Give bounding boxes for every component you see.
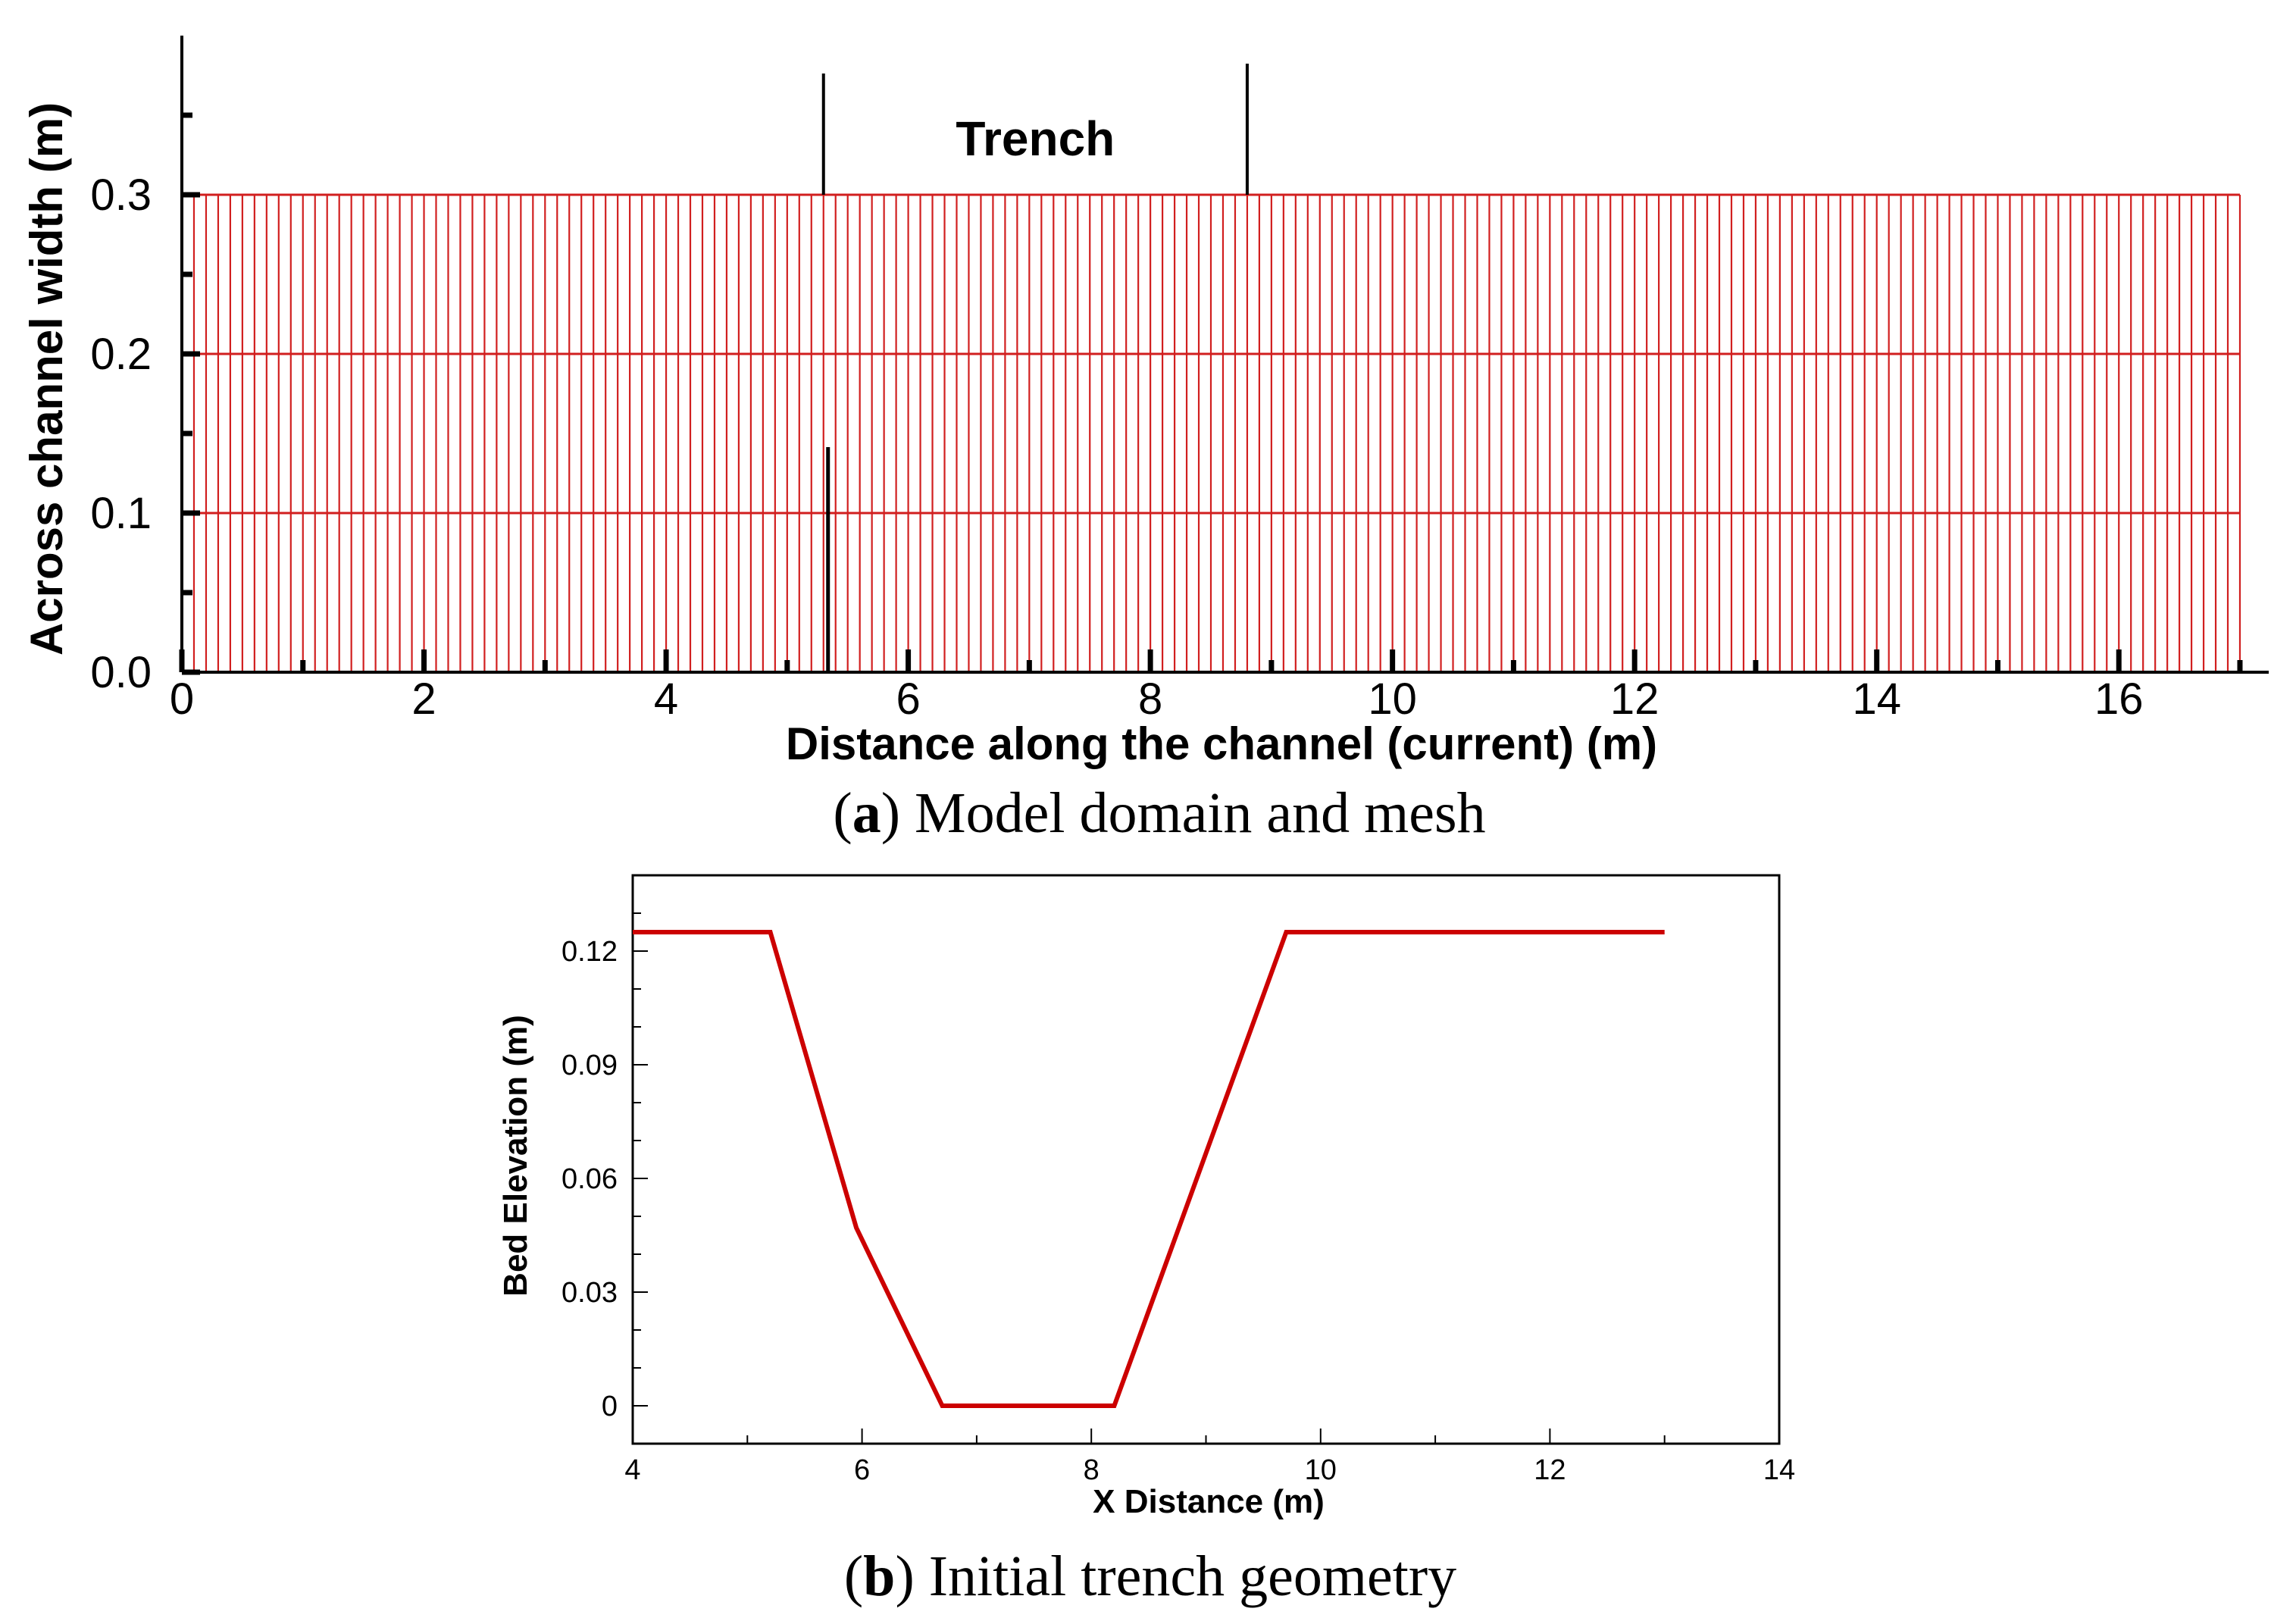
- y-tick-label: 0.03: [561, 1277, 618, 1309]
- panel-b-caption-text: ) Initial trench geometry: [895, 1544, 1456, 1608]
- x-tick-label: 10: [1305, 1454, 1337, 1486]
- panel-a-y-axis-title: Across channel width (m): [21, 102, 72, 656]
- mesh-grid: [180, 193, 2241, 674]
- y-tick-label: 0.0: [90, 648, 152, 697]
- y-tick-label: 0.1: [90, 489, 152, 538]
- x-tick-label: 6: [896, 674, 920, 724]
- panel-b-y-axis-title: Bed Elevation (m): [497, 1015, 534, 1297]
- x-tick-label: 2: [411, 674, 436, 724]
- y-tick-label: 0.12: [561, 936, 618, 968]
- x-tick-label: 0: [170, 674, 194, 724]
- panel-a-caption-letter: a: [852, 781, 881, 845]
- panel-a-mesh-chart: Trench 0 2 4 6 8 10 12 14 16 0.0 0.1 0.2 0.3 Distan…: [21, 36, 2269, 845]
- bed-elevation-line: [633, 930, 1665, 1408]
- x-tick-label: 8: [1084, 1454, 1100, 1486]
- x-tick-label: 10: [1368, 674, 1417, 724]
- panel-a-axes: [179, 36, 2269, 675]
- panel-b-caption: (b) Initial trench geometry: [844, 1544, 1456, 1608]
- x-tick-label: 14: [1852, 674, 1901, 724]
- x-tick-label: 4: [624, 1454, 640, 1486]
- y-tick-label: 0: [602, 1391, 618, 1422]
- panel-a-caption: (a) Model domain and mesh: [833, 781, 1485, 845]
- panel-b-y-tick-labels: 0 0.03 0.06 0.09 0.12: [561, 936, 618, 1422]
- panel-a-y-tick-labels: 0.0 0.1 0.2 0.3: [90, 171, 152, 697]
- x-tick-label: 14: [1763, 1454, 1795, 1486]
- x-tick-label: 12: [1610, 674, 1659, 724]
- x-tick-label: 4: [654, 674, 678, 724]
- panel-b-ticks: [632, 912, 1780, 1444]
- panel-b-line-chart: 4 6 8 10 12 14 0 0.03 0.06 0.09 0.12 X Distance (…: [497, 874, 1795, 1608]
- panel-a-caption-text: ) Model domain and mesh: [881, 781, 1486, 845]
- y-tick-label: 0.06: [561, 1163, 618, 1195]
- x-tick-label: 12: [1534, 1454, 1566, 1486]
- y-tick-label: 0.09: [561, 1050, 618, 1081]
- panel-a-x-axis-title: Distance along the channel (current) (m): [786, 718, 1657, 769]
- panel-b-x-axis-title: X Distance (m): [1093, 1483, 1325, 1520]
- trench-label: Trench: [956, 111, 1115, 166]
- y-tick-label: 0.2: [90, 330, 152, 379]
- panel-b-x-tick-labels: 4 6 8 10 12 14: [624, 1454, 1795, 1486]
- panel-b-caption-letter: b: [863, 1544, 895, 1608]
- panel-a-x-tick-labels: 0 2 4 6 8 10 12 14 16: [170, 674, 2144, 724]
- x-tick-label: 6: [854, 1454, 870, 1486]
- y-tick-label: 0.3: [90, 171, 152, 220]
- x-tick-label: 8: [1138, 674, 1162, 724]
- trench-annotation: Trench: [821, 64, 1249, 672]
- x-tick-label: 16: [2094, 674, 2144, 724]
